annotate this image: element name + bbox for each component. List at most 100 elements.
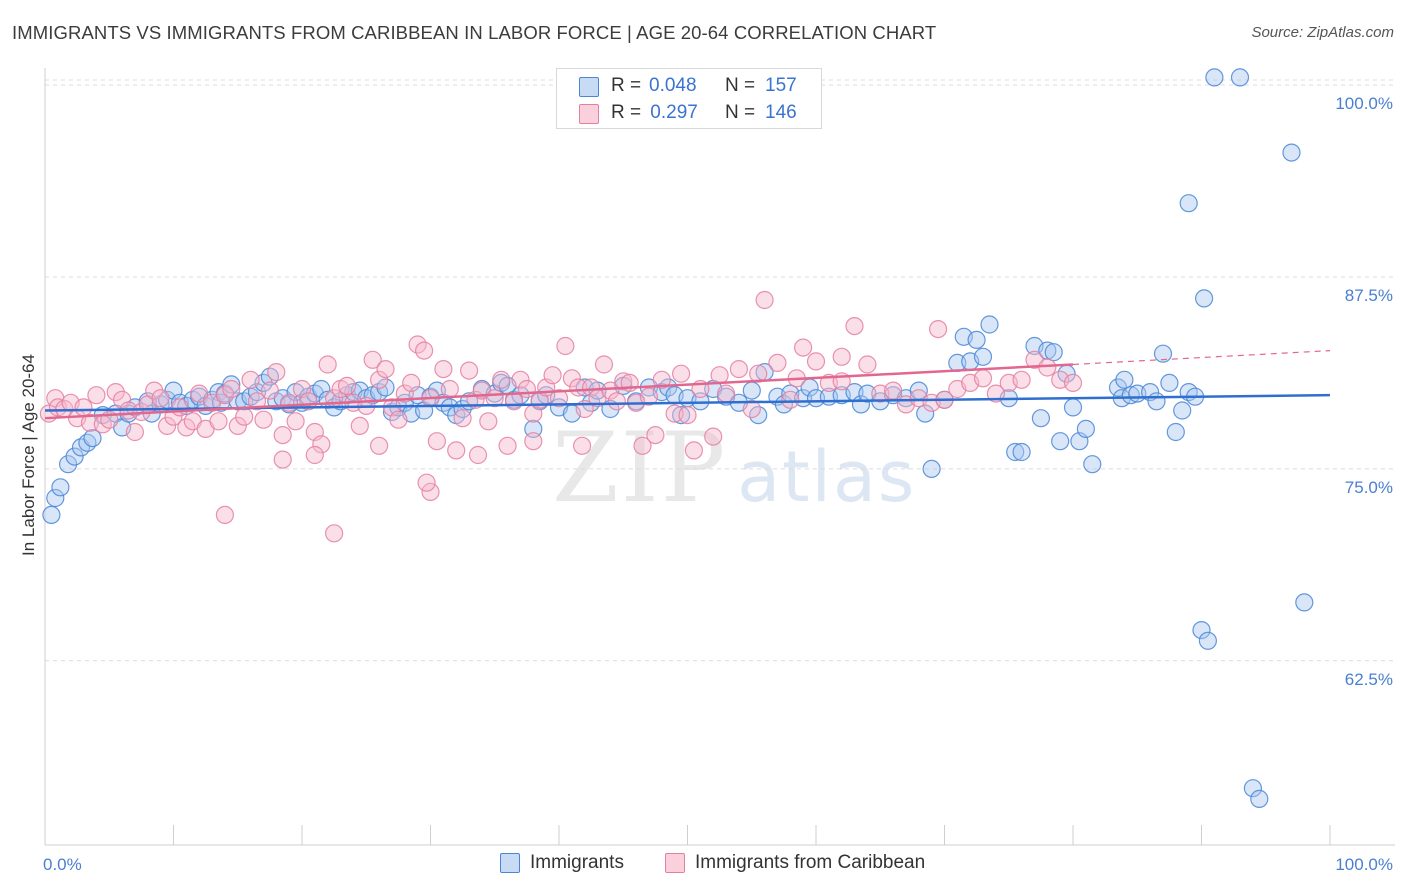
immigrants-point — [1194, 289, 1214, 308]
caribbean-point — [524, 432, 543, 451]
caribbean-point — [286, 412, 305, 431]
caribbean-point — [504, 392, 524, 411]
immigrants-point — [1051, 432, 1070, 451]
caribbean-point — [363, 350, 382, 369]
caribbean-point — [806, 352, 826, 371]
caribbean-point — [395, 384, 414, 403]
immigrants-point — [1166, 422, 1185, 442]
immigrants-point — [1012, 442, 1031, 462]
caribbean-point — [158, 416, 177, 435]
caribbean-point — [151, 389, 170, 408]
caribbean-point — [594, 355, 614, 374]
caribbean-point — [415, 341, 434, 360]
immigrants-point — [1115, 370, 1134, 389]
caribbean-point — [145, 381, 164, 400]
caribbean-point — [543, 366, 562, 385]
caribbean-point — [793, 338, 813, 357]
bottom-legend-swatch-caribbean — [665, 853, 685, 873]
caribbean-point — [190, 384, 209, 403]
immigrants-point — [51, 478, 70, 497]
x-tick-label: 0.0% — [43, 855, 82, 874]
caribbean-point — [492, 370, 511, 389]
bottom-legend-label-caribbean: Immigrants from Caribbean — [695, 852, 926, 873]
caribbean-point — [370, 436, 389, 455]
caribbean-point — [421, 482, 440, 501]
watermark-zip: ZIP — [552, 412, 728, 524]
caribbean-point — [710, 366, 729, 385]
immigrants-point — [42, 505, 61, 525]
immigrants-point — [1179, 194, 1198, 213]
caribbean-point — [434, 360, 453, 379]
y-tick-label: 62.5% — [1345, 670, 1393, 689]
caribbean-point — [716, 384, 736, 403]
legend-n-label: N = — [725, 102, 761, 123]
caribbean-point — [556, 336, 575, 356]
caribbean-point — [755, 290, 774, 310]
caribbean-point — [646, 426, 665, 445]
caribbean-point — [678, 406, 697, 425]
y-axis-label: In Labor Force | Age 20-64 — [19, 354, 38, 556]
caribbean-point — [832, 347, 851, 366]
caribbean-point — [260, 381, 279, 400]
immigrants-point — [774, 395, 794, 414]
caribbean-point — [768, 353, 787, 372]
caribbean-point — [312, 435, 331, 454]
caribbean-point — [235, 407, 254, 426]
caribbean-point — [468, 445, 488, 465]
axes — [44, 68, 1395, 846]
watermark-atlas: atlas — [737, 436, 917, 518]
caribbean-point — [742, 399, 761, 419]
caribbean-point — [427, 432, 446, 451]
immigrants-point — [1282, 143, 1301, 162]
immigrants-point — [1063, 398, 1083, 417]
caribbean-point — [440, 379, 459, 399]
y-tick-label: 100.0% — [1335, 94, 1393, 113]
trend-lines — [44, 350, 1331, 420]
y-tick-label: 87.5% — [1345, 286, 1393, 305]
caribbean-point — [684, 441, 704, 460]
caribbean-point — [325, 524, 344, 543]
caribbean-point — [671, 364, 691, 383]
caribbean-point — [562, 369, 582, 388]
immigrants-point — [1173, 401, 1192, 420]
caribbean-point — [228, 416, 247, 435]
caribbean-point — [453, 409, 472, 428]
caribbean-point — [370, 370, 389, 389]
caribbean-point — [749, 364, 768, 383]
caribbean-point — [112, 390, 132, 409]
caribbean-point — [498, 436, 517, 455]
immigrants-point — [1243, 779, 1263, 798]
immigrants-point — [671, 406, 691, 425]
immigrants-point — [46, 488, 65, 508]
caribbean-point — [273, 426, 292, 445]
caribbean-point — [479, 412, 498, 431]
caribbean-point — [781, 390, 800, 409]
caribbean-point — [215, 505, 234, 525]
legend-r-label: R = — [611, 102, 647, 123]
immigrants-point — [967, 330, 986, 349]
legend-n-value: 146 — [765, 102, 797, 123]
caribbean-point — [633, 436, 652, 455]
immigrants-point — [1230, 68, 1250, 87]
legend-r-label: R = — [611, 75, 647, 96]
caribbean-point — [572, 436, 592, 455]
caribbean-point — [928, 320, 948, 339]
immigrants-point — [260, 367, 279, 386]
caribbean-point — [170, 398, 189, 417]
caribbean-point — [549, 389, 569, 408]
immigrants-point — [524, 419, 543, 438]
immigrants-point — [1295, 593, 1314, 612]
caribbean-point — [581, 378, 601, 397]
caribbean-point — [337, 376, 357, 395]
caribbean-point — [601, 381, 620, 400]
caribbean-point — [883, 381, 903, 400]
y-tick-label: 75.0% — [1345, 478, 1393, 497]
caribbean-point — [973, 369, 993, 388]
caribbean-point — [447, 441, 466, 460]
bottom-legend-swatch-immigrants — [500, 853, 520, 873]
watermark: ZIP atlas — [552, 412, 916, 524]
caribbean-point — [209, 412, 228, 431]
immigrants-point — [1160, 373, 1179, 392]
legend-r-value: 0.297 — [645, 102, 698, 123]
axis-labels: 62.5% 75.0% 87.5% 100.0% 0.0% 100.0% In Labor … — [19, 94, 1393, 874]
